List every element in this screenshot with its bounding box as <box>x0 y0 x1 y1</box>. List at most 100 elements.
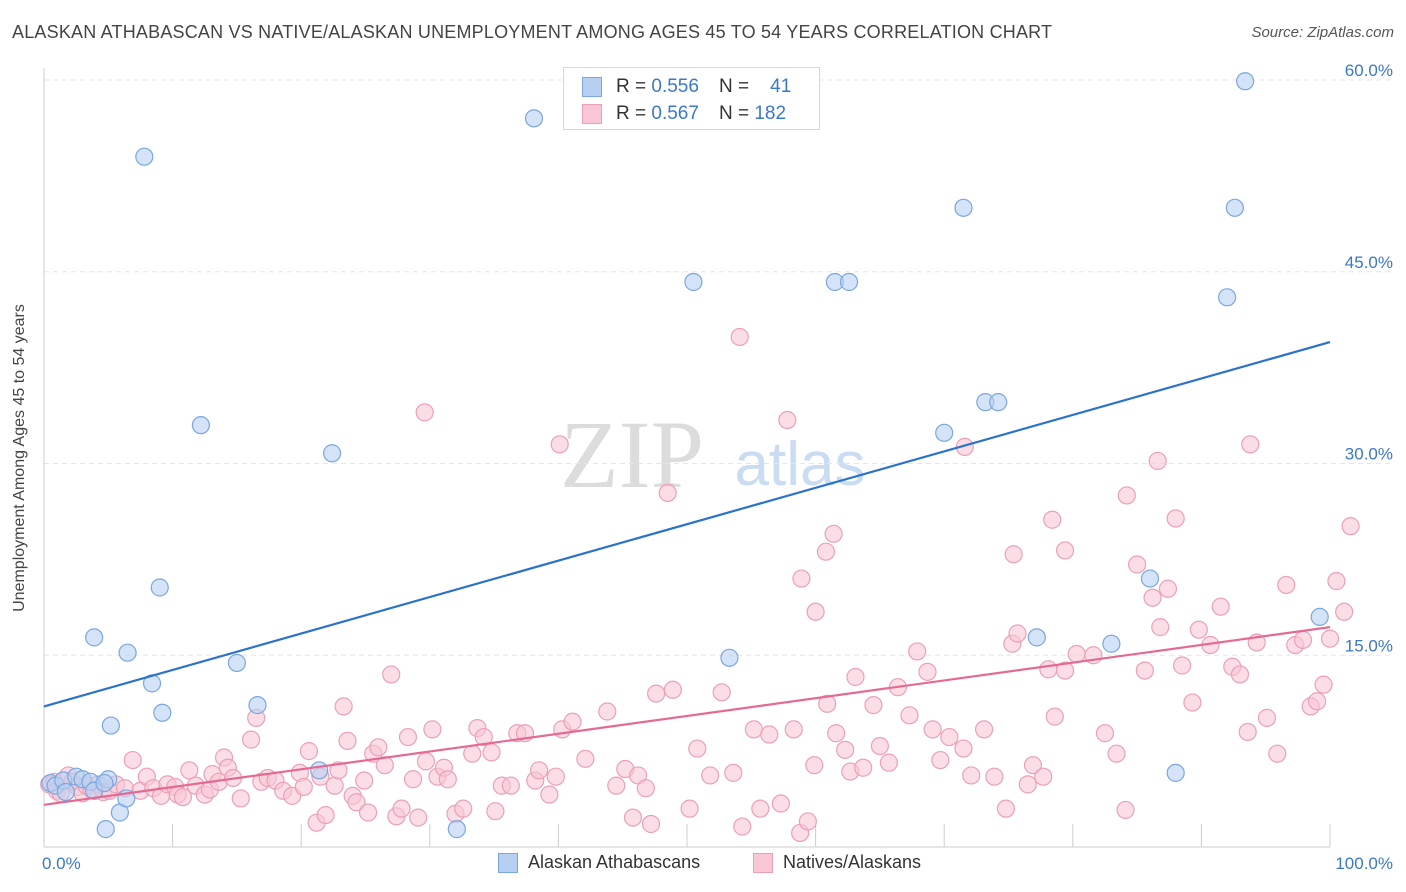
natives-point-103 <box>751 799 770 818</box>
natives-point-104 <box>760 725 779 744</box>
athabascan-point-39 <box>1218 288 1237 307</box>
athabascan-point-41 <box>1236 72 1255 91</box>
athabascan-point-34 <box>989 393 1008 412</box>
natives-point-106 <box>784 720 803 739</box>
natives-point-186 <box>1241 435 1260 454</box>
natives-point-148 <box>1158 579 1178 598</box>
natives-point-138 <box>1055 661 1075 680</box>
natives-point-165 <box>1308 692 1327 711</box>
natives-point-154 <box>1211 597 1230 616</box>
natives-point-117 <box>870 736 890 756</box>
natives-point-102 <box>744 720 763 739</box>
natives-point-105 <box>771 794 790 813</box>
natives-point-93 <box>641 814 661 834</box>
natives-point-151 <box>1183 693 1202 712</box>
natives-point-172 <box>550 435 569 454</box>
n-label: N = <box>718 103 750 124</box>
trend-lines <box>43 340 1331 806</box>
natives-point-122 <box>918 662 937 681</box>
natives-point-118 <box>879 753 899 772</box>
natives-point-85 <box>563 712 582 731</box>
athabascan-point-15 <box>118 643 137 662</box>
natives-point-183 <box>1055 541 1075 560</box>
natives-point-120 <box>900 706 919 725</box>
n-value: 41 <box>770 76 792 97</box>
natives-point-146 <box>1143 588 1162 607</box>
natives-point-109 <box>805 756 824 775</box>
natives-point-177 <box>816 542 835 561</box>
legend-item-athabascans: Alaskan Athabascans <box>498 852 700 873</box>
natives-point-170 <box>1341 517 1360 536</box>
athabascan-point-35 <box>1027 628 1046 647</box>
natives-point-99 <box>712 683 731 702</box>
athabascan-point-12 <box>101 716 120 735</box>
athabascan-point-32 <box>954 198 973 217</box>
correlation-legend: R = 0.556 N = 41 R = 0.567 N = 182 <box>563 67 820 130</box>
natives-point-150 <box>1173 656 1192 675</box>
natives-point-152 <box>1189 620 1208 639</box>
natives-point-112 <box>836 740 855 759</box>
natives-point-185 <box>1148 451 1167 471</box>
natives-point-124 <box>931 750 950 770</box>
natives-point-134 <box>1023 756 1043 775</box>
natives-point-125 <box>940 727 959 747</box>
r-value: 0.567 <box>651 103 699 124</box>
natives-point-175 <box>792 569 811 588</box>
athabascan-point-26 <box>524 109 544 128</box>
natives-point-94 <box>647 684 666 703</box>
natives-point-95 <box>663 680 682 699</box>
natives-point-159 <box>1257 708 1277 727</box>
natives-point-160 <box>1268 744 1287 763</box>
natives-point-82 <box>540 785 559 804</box>
natives-point-167 <box>1320 629 1340 648</box>
natives-point-56 <box>369 738 388 757</box>
natives-point-130 <box>996 799 1016 818</box>
natives-point-173 <box>658 483 677 503</box>
natives-point-96 <box>680 799 699 818</box>
natives-point-54 <box>358 803 378 822</box>
athabascan-point-20 <box>191 416 210 435</box>
natives-point-15 <box>123 750 142 770</box>
natives-point-64 <box>416 752 436 771</box>
r-value: 0.556 <box>651 76 699 97</box>
natives-point-161 <box>1277 575 1296 595</box>
natives-point-48 <box>329 761 348 780</box>
pink-swatch <box>582 104 602 124</box>
natives-point-115 <box>854 758 873 777</box>
natives-point-46 <box>316 805 335 825</box>
y-tick-label: 60.0% <box>1345 61 1393 80</box>
natives-point-60 <box>392 799 411 818</box>
natives-point-98 <box>701 766 720 785</box>
natives-point-49 <box>334 697 353 716</box>
natives-point-144 <box>1127 555 1147 574</box>
athabascan-point-31 <box>935 423 954 442</box>
athabascan-point-23 <box>310 761 329 780</box>
athabascan-point-28 <box>720 648 739 667</box>
natives-point-176 <box>806 602 825 621</box>
athabascan-point-9 <box>95 773 114 793</box>
athabascan-point-22 <box>248 696 267 715</box>
r-label: R = <box>616 103 647 124</box>
tick-labels: 15.0% 30.0% 45.0% 60.0% 0.0% 100.0% <box>42 61 1393 873</box>
natives-point-77 <box>501 776 520 795</box>
natives-point-135 <box>1034 767 1053 786</box>
natives-point-182 <box>1043 510 1062 529</box>
athabascan-point-18 <box>150 578 169 597</box>
natives-point-83 <box>546 767 565 786</box>
natives-point-58 <box>382 665 401 684</box>
y-tick-label: 45.0% <box>1345 253 1393 272</box>
natives-point-73 <box>474 727 493 747</box>
natives-point-147 <box>1151 618 1170 637</box>
natives-point-47 <box>325 776 344 795</box>
natives-point-127 <box>962 766 981 785</box>
y-tick-label: 30.0% <box>1345 445 1393 464</box>
gridlines <box>44 79 1390 656</box>
natives-point-101 <box>733 817 752 836</box>
n-value: 182 <box>754 103 787 124</box>
natives-point-90 <box>623 808 643 827</box>
natives-point-168 <box>1327 572 1346 591</box>
natives-point-75 <box>486 802 505 821</box>
natives-point-128 <box>974 720 994 739</box>
natives-point-23 <box>173 788 192 807</box>
natives-point-24 <box>180 761 199 780</box>
